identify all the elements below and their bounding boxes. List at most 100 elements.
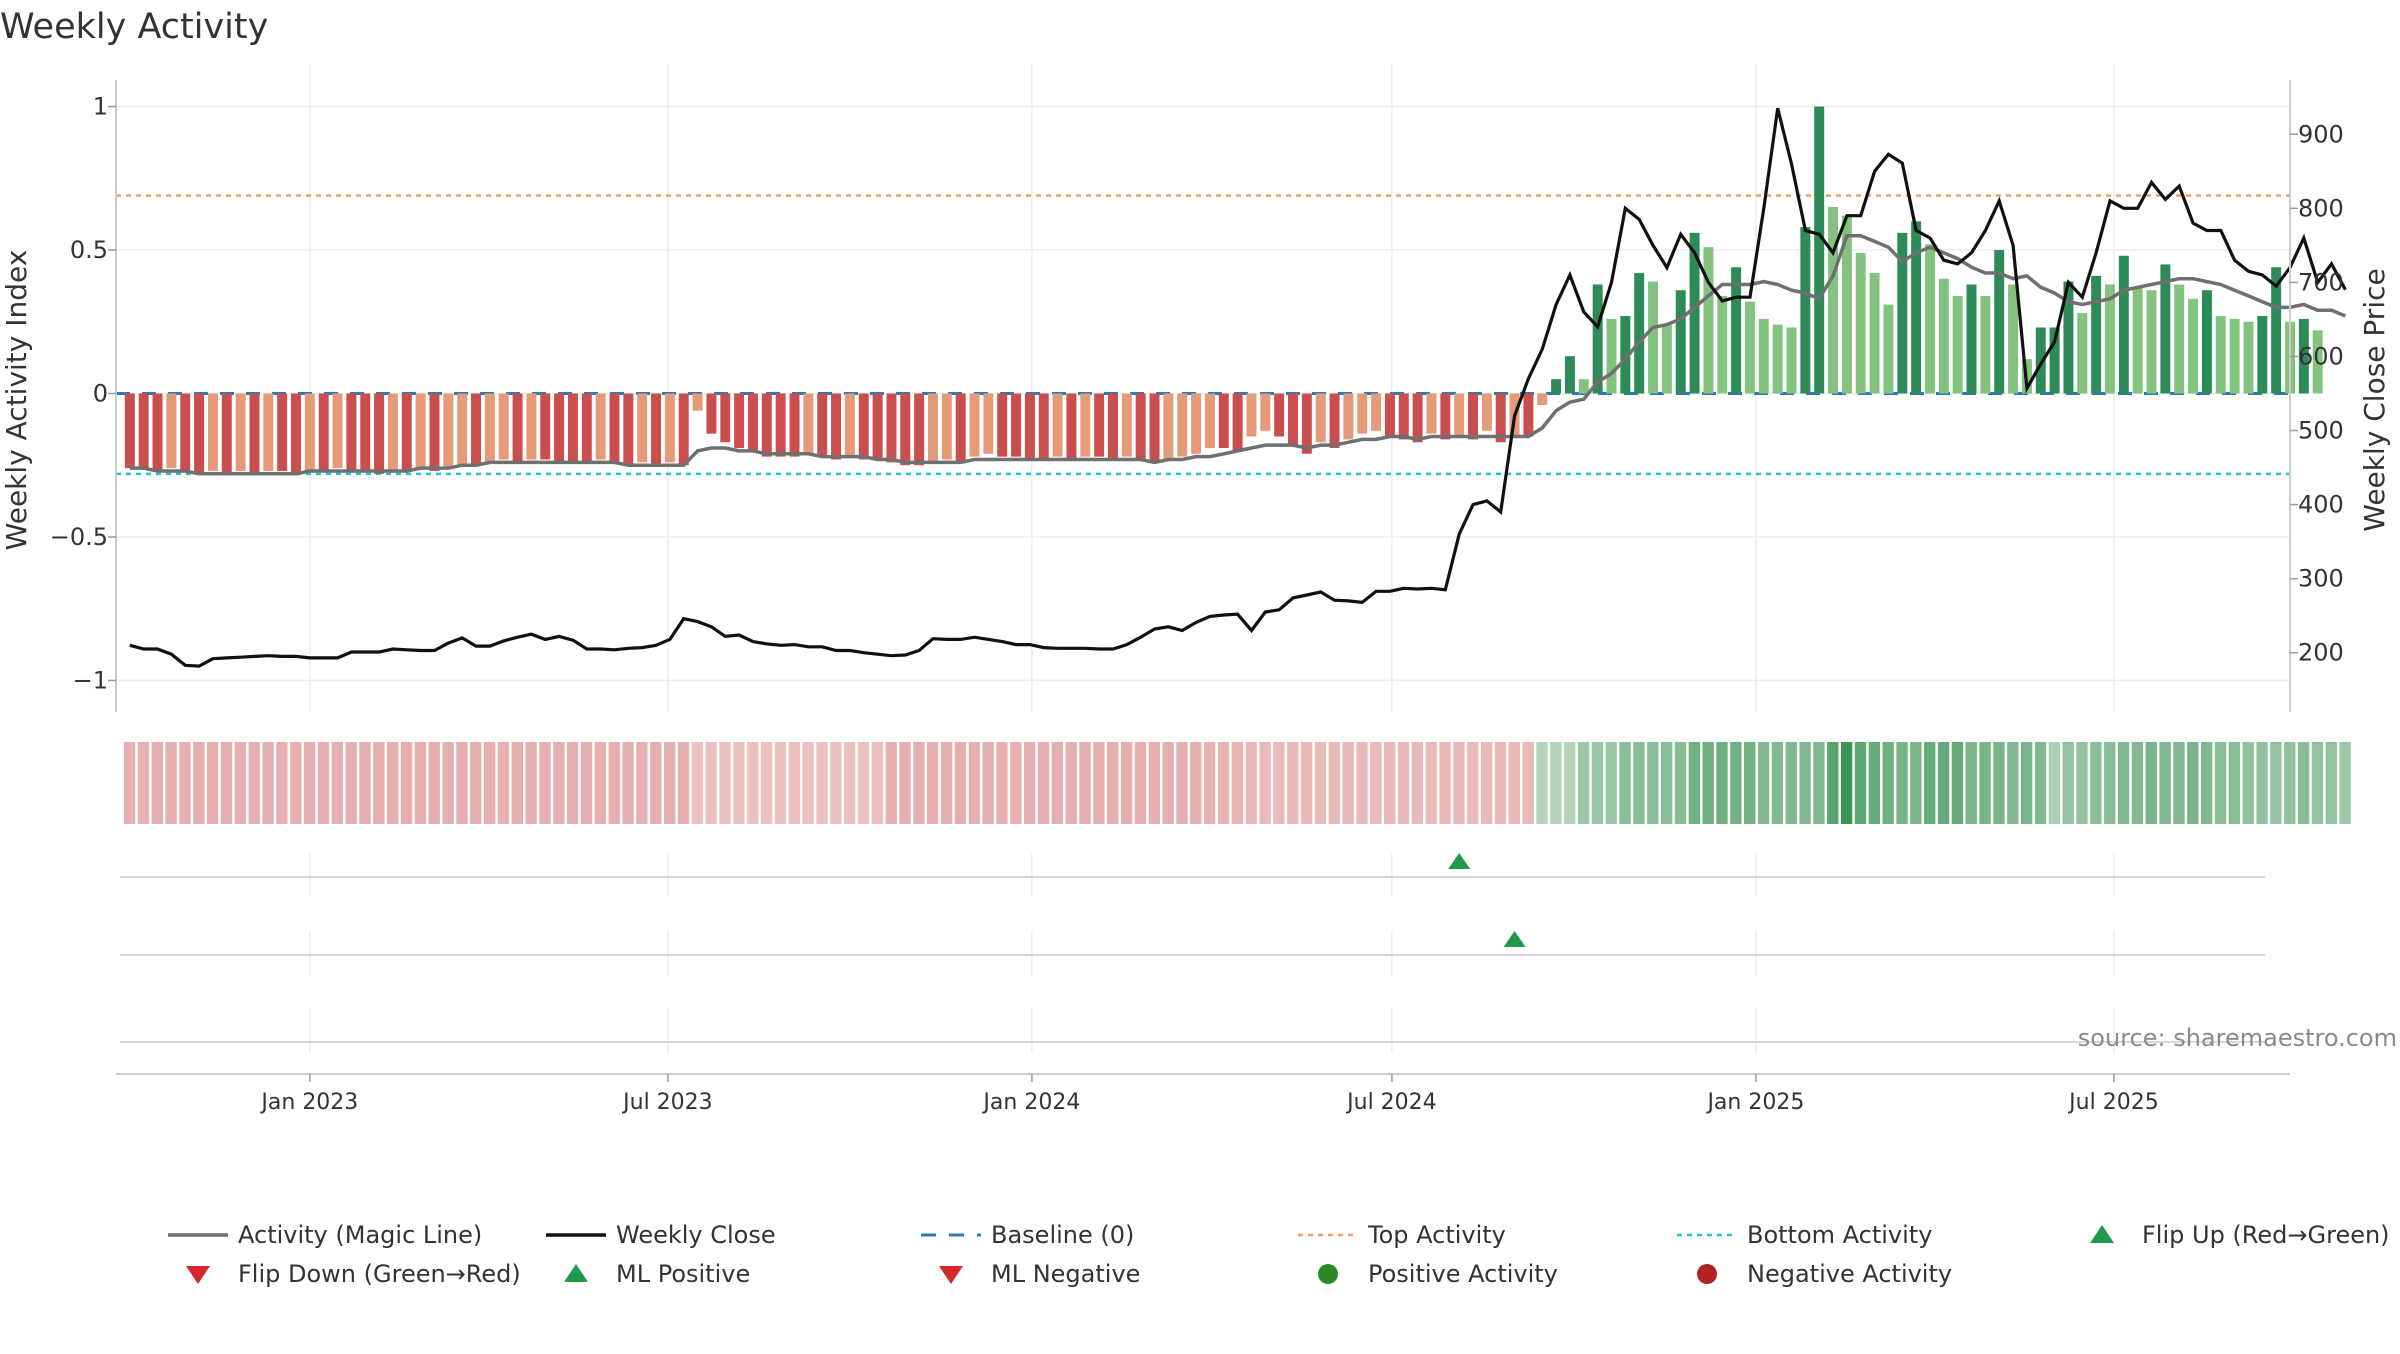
activity-bar (955, 393, 966, 463)
activity-strip-cell (1245, 742, 1257, 824)
activity-bar (443, 393, 454, 469)
activity-strip-cell (871, 742, 884, 824)
legend-label: Flip Down (Green→Red) (238, 1260, 521, 1288)
y2-tick-label: 600 (2298, 342, 2344, 370)
activity-strip-cell (830, 742, 842, 824)
activity-bar (166, 393, 177, 469)
activity-bar (2188, 298, 2199, 394)
activity-bar (2312, 330, 2323, 394)
y2-tick-label: 900 (2298, 120, 2344, 148)
activity-bar (734, 393, 745, 449)
activity-strip-cell (1702, 742, 1714, 824)
activity-strip-cell (1605, 742, 1617, 824)
activity-bar (1648, 281, 1659, 394)
activity-bar (263, 393, 274, 471)
y-tick-label: 0.5 (70, 236, 108, 264)
y-tick-label: 0 (93, 380, 108, 408)
activity-strip-cell (1314, 742, 1327, 824)
legend-label: Baseline (0) (991, 1221, 1134, 1249)
legend-triangle-down-icon (939, 1266, 963, 1284)
y-axis-label: Weekly Activity Index (0, 250, 33, 551)
activity-strip-cell (1508, 742, 1520, 824)
activity-bar (2257, 316, 2268, 394)
activity-strip-cell (788, 742, 800, 824)
activity-strip-cell (345, 742, 357, 824)
y2-axis-label: Weekly Close Price (2358, 268, 2391, 531)
activity-strip-cell (1273, 742, 1285, 824)
activity-bar (1855, 252, 1866, 394)
activity-strip-cell (193, 742, 205, 824)
activity-bar (1038, 393, 1049, 460)
activity-strip-cell (165, 742, 177, 824)
ml-positive-marker (1503, 931, 1526, 947)
activity-strip-cell (567, 742, 579, 824)
legend-item: Weekly Close (546, 1221, 776, 1249)
activity-strip-cell (1827, 742, 1839, 824)
activity-bar (374, 393, 385, 474)
activity-bar (2229, 318, 2240, 394)
legend-circle-icon (1697, 1264, 1717, 1284)
activity-bar (581, 393, 592, 463)
activity-strip-cell (705, 742, 717, 824)
activity-bar (512, 393, 523, 463)
activity-strip-cell (1342, 742, 1354, 824)
activity-strip-cell (1937, 742, 1950, 824)
activity-bar (1371, 393, 1382, 431)
activity-strip-cell (747, 742, 759, 824)
activity-strip-cell (373, 742, 385, 824)
activity-strip-cell (816, 742, 828, 824)
activity-strip-cell (2297, 742, 2310, 824)
activity-strip-cell (1453, 742, 1465, 824)
activity-strip-cell (843, 742, 856, 824)
activity-strip-cell (276, 742, 288, 824)
legend-item: Positive Activity (1318, 1260, 1558, 1288)
activity-strip-cell (982, 742, 994, 824)
activity-strip-cell (1259, 742, 1271, 824)
activity-bar (817, 393, 828, 457)
legend-label: ML Positive (616, 1260, 750, 1288)
activity-bar (360, 393, 371, 471)
activity-strip-cell (1577, 742, 1590, 824)
activity-strip-cell (1467, 742, 1479, 824)
activity-strip-cell (470, 742, 482, 824)
activity-strip-cell (2159, 742, 2171, 824)
activity-strip-cell (234, 742, 247, 824)
activity-bar (1994, 250, 2005, 394)
activity-bar (1024, 393, 1035, 460)
activity-strip-cell (248, 742, 260, 824)
activity-strip-cell (123, 742, 136, 824)
y2-tick-label: 300 (2298, 565, 2344, 593)
activity-bar (304, 393, 315, 471)
activity-strip-cell (774, 742, 787, 824)
activity-strip-cell (857, 742, 870, 824)
activity-strip-cell (2145, 742, 2157, 824)
activity-bar (1772, 324, 1783, 394)
activity-strip-cell (2200, 742, 2213, 824)
x-tick-label: Jul 2025 (2067, 1090, 2159, 1115)
activity-bar (2146, 290, 2157, 394)
activity-bar (498, 393, 509, 460)
activity-strip-cell (179, 742, 191, 824)
activity-strip-cell (553, 742, 565, 824)
series-lines (129, 107, 2347, 668)
activity-bar (1703, 247, 1714, 394)
y2-tick-label: 200 (2298, 639, 2344, 667)
activity-strip-cell (511, 742, 523, 824)
activity-strip-cell (1757, 742, 1770, 824)
activity-bar (1301, 393, 1312, 454)
activity-bar (221, 393, 232, 474)
activity-strip-cell (1785, 742, 1797, 824)
activity-strip-cell (400, 742, 413, 824)
activity-bar (415, 393, 426, 469)
activity-bar (124, 393, 135, 469)
activity-strip-cell (1674, 742, 1687, 824)
activity-strip-cell (2117, 742, 2130, 824)
activity-strip-cell (497, 742, 510, 824)
activity-bar (2271, 267, 2282, 394)
legend-item: ML Positive (564, 1260, 750, 1288)
activity-bar (1828, 206, 1839, 394)
activity-strip-cell (1079, 742, 1091, 824)
activity-strip-cell (414, 742, 427, 824)
activity-bar (1177, 393, 1188, 457)
activity-strip-cell (1148, 742, 1160, 824)
